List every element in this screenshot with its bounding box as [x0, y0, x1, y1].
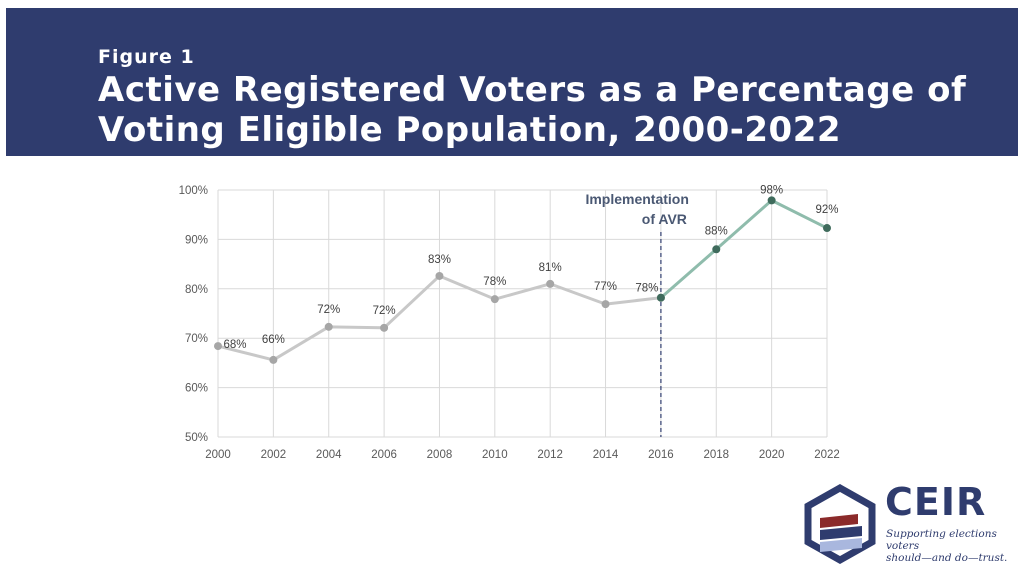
data-point	[767, 196, 776, 205]
logo-tagline-line-1: Supporting elections voters	[886, 528, 997, 552]
data-point	[269, 355, 278, 364]
data-point	[712, 245, 721, 254]
data-point	[380, 323, 389, 332]
x-tick-label: 2022	[814, 449, 840, 461]
data-label: 83%	[428, 254, 451, 266]
data-label: 72%	[317, 304, 340, 316]
data-label: 98%	[760, 184, 783, 196]
data-label: 92%	[815, 204, 838, 216]
data-label: 78%	[635, 283, 658, 295]
data-label: 72%	[373, 305, 396, 317]
data-point	[324, 322, 333, 331]
chart-title-line-1: Active Registered Voters as a Percentage…	[98, 70, 967, 110]
ceir-logo: CEIR Supporting elections voters should—…	[800, 480, 1010, 564]
ceir-hexagon-icon	[804, 484, 876, 564]
data-point	[823, 224, 831, 233]
logo-tagline: Supporting elections voters should—and d…	[886, 528, 1016, 564]
series-line-after-avr	[659, 198, 828, 299]
x-tick-label: 2008	[427, 449, 453, 461]
data-label: 81%	[539, 262, 562, 274]
avr-annotation-line-1: Implementation	[585, 191, 688, 207]
x-tick-label: 2018	[703, 449, 729, 461]
data-point	[601, 300, 610, 309]
x-tick-label: 2012	[537, 449, 563, 461]
y-tick-label: 90%	[185, 234, 208, 246]
data-point	[656, 293, 665, 302]
data-point	[435, 271, 444, 280]
logo-tagline-line-2: should—and do—trust.	[886, 552, 1008, 564]
x-tick-label: 2016	[648, 449, 674, 461]
figure-label: Figure 1	[98, 46, 195, 68]
x-tick-label: 2006	[371, 449, 397, 461]
avr-annotation-line-2: of AVR	[642, 211, 687, 227]
y-tick-label: 70%	[185, 333, 208, 345]
data-point	[214, 342, 222, 351]
y-tick-label: 60%	[185, 383, 208, 395]
x-tick-label: 2020	[759, 449, 785, 461]
x-tick-label: 2014	[593, 449, 619, 461]
x-tick-label: 2000	[205, 449, 231, 461]
chart-title-line-2: Voting Eligible Population, 2000-2022	[98, 110, 842, 150]
data-label: 68%	[223, 339, 246, 351]
x-tick-label: 2004	[316, 449, 342, 461]
x-tick-label: 2010	[482, 449, 508, 461]
title-banner: Figure 1 Active Registered Voters as a P…	[6, 8, 1018, 156]
data-label: 66%	[262, 334, 285, 346]
data-point	[546, 279, 555, 288]
y-tick-label: 100%	[179, 185, 208, 197]
y-tick-label: 80%	[185, 284, 208, 296]
data-label: 77%	[594, 281, 617, 293]
x-tick-label: 2002	[261, 449, 287, 461]
data-label: 88%	[705, 225, 728, 237]
y-tick-label: 50%	[185, 432, 208, 444]
data-label: 78%	[483, 276, 506, 288]
logo-wordmark: CEIR	[885, 480, 987, 524]
data-point	[490, 295, 499, 304]
